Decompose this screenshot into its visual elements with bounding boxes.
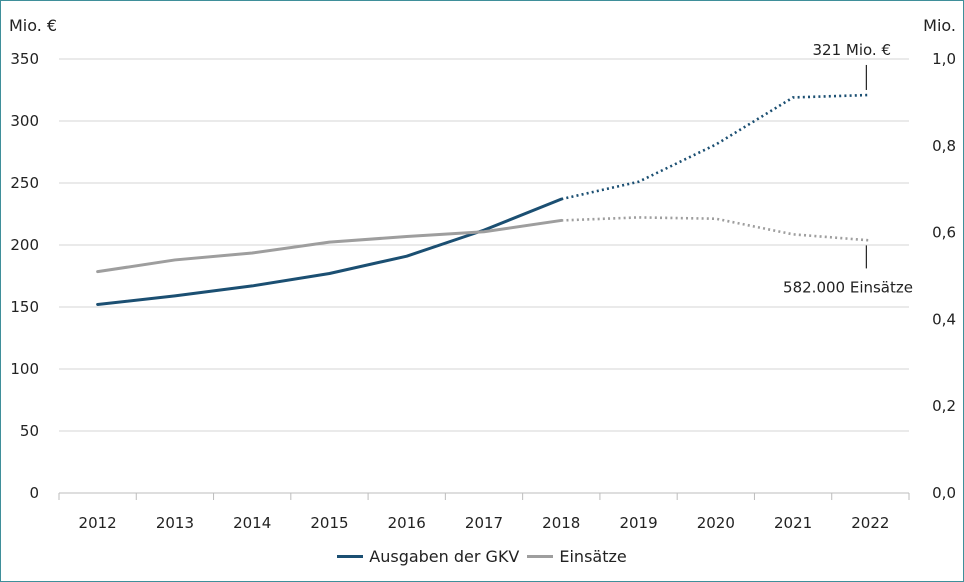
series-lines [96,93,871,307]
right-tick-label: 0,6 [932,224,956,242]
left-tick-label: 50 [20,422,39,440]
x-tick-label: 2015 [310,514,348,532]
x-tick-label: 2012 [79,514,117,532]
left-tick-label: 200 [10,236,39,254]
x-tick-label: 2021 [774,514,812,532]
gridlines [59,58,909,432]
annotation-label: 321 Mio. € [812,41,891,59]
line-chart: 0 50 100 150 200 250 300 350 0,0 0,2 0,4 0,6 0,8 1,0 M… [9,16,956,532]
left-tick-label: 0 [29,484,39,502]
left-tick-label: 300 [10,112,39,130]
legend-item-gkv: Ausgaben der GKV [337,547,519,566]
annotation-label: 582.000 Einsätze [783,278,913,296]
series-line-solid-1 [96,218,563,274]
left-axis-unit-label: Mio. € [9,16,57,35]
x-tick-label: 2016 [388,514,426,532]
x-tick-label: 2019 [619,514,657,532]
right-tick-label: 0,8 [932,137,956,155]
legend-item-einsaetze: Einsätze [527,547,627,566]
legend-swatch-gkv [337,555,364,558]
left-tick-label: 100 [10,360,39,378]
series-line-projected-1 [561,216,871,242]
x-tick-label: 2013 [156,514,194,532]
x-tick-label: 2022 [851,514,889,532]
axes: 0 50 100 150 200 250 300 350 0,0 0,2 0,4 0,6 0,8 1,0 M… [9,16,956,532]
legend-label-einsaetze: Einsätze [559,547,627,566]
left-tick-label: 250 [10,174,39,192]
right-tick-label: 1,0 [932,50,956,68]
legend-label-gkv: Ausgaben der GKV [369,547,520,566]
annotations: 321 Mio. € 582.000 Einsätze [783,41,913,296]
x-tick-label: 2014 [233,514,271,532]
left-tick-label: 150 [10,298,39,316]
series-line-solid-0 [96,197,563,307]
right-tick-label: 0,2 [932,397,956,415]
right-axis-unit-label: Mio. [923,16,956,35]
series-line-projected-0 [560,93,871,201]
left-tick-label: 350 [10,50,39,68]
legend: Ausgaben der GKV Einsätze [1,547,963,566]
right-tick-label: 0,0 [932,484,956,502]
x-tick-label: 2020 [697,514,735,532]
x-tick-label: 2017 [465,514,503,532]
right-tick-label: 0,4 [932,310,956,328]
legend-swatch-einsaetze [527,555,554,558]
x-tick-label: 2018 [542,514,580,532]
